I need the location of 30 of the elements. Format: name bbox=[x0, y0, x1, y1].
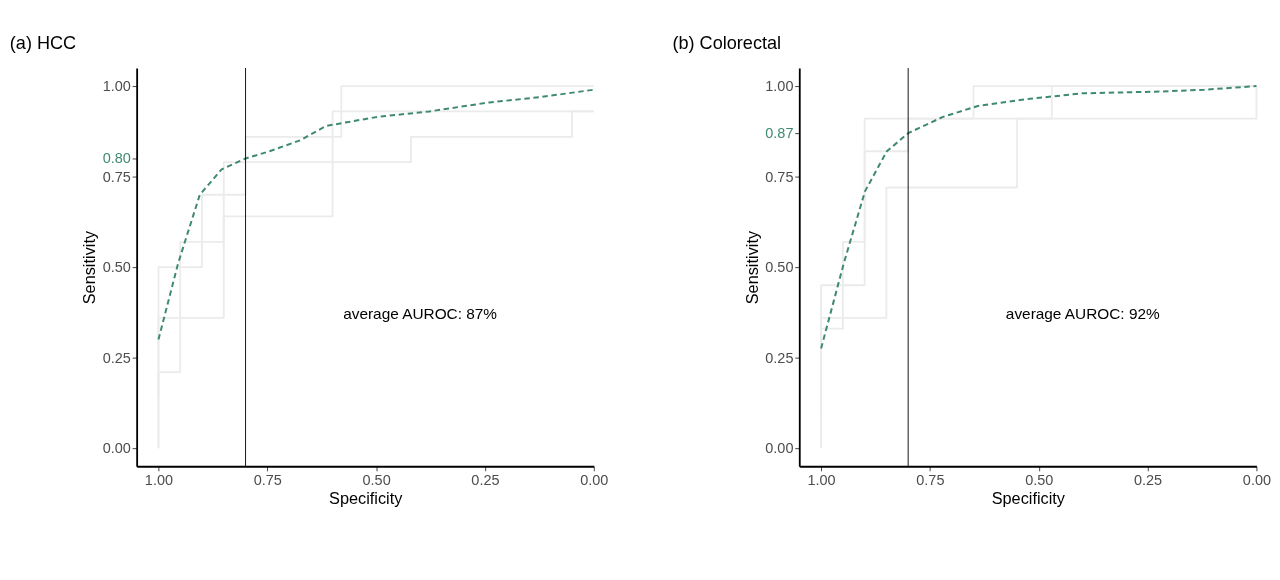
x-tick-label: 0.50 bbox=[362, 471, 391, 488]
y-tick-label: 0.50 bbox=[765, 259, 794, 276]
y-tick-label: 0.75 bbox=[765, 168, 794, 185]
y-tick-label: 0.00 bbox=[102, 440, 131, 457]
y-tick-label: 0.75 bbox=[102, 168, 131, 185]
y-tick-label: 0.50 bbox=[102, 259, 131, 276]
x-axis-title: Specificity bbox=[329, 488, 404, 507]
y-tick-label: 0.00 bbox=[765, 440, 794, 457]
x-tick-label: 0.50 bbox=[1025, 471, 1054, 488]
annotation: average AUROC: 92% bbox=[1005, 305, 1160, 323]
x-tick-label: 0.25 bbox=[471, 471, 500, 488]
y-tick-label: 0.25 bbox=[102, 349, 131, 366]
y-axis-title: Sensitivity bbox=[80, 230, 99, 305]
x-axis-title: Specificity bbox=[991, 488, 1066, 507]
y-tick-label: 1.00 bbox=[765, 78, 794, 95]
chart-title: (a) HCC bbox=[9, 33, 77, 54]
y-tick-label: 0.25 bbox=[765, 349, 794, 366]
chart-title: (b) Colorectal bbox=[672, 33, 782, 54]
x-tick-label: 0.00 bbox=[580, 471, 609, 488]
x-tick-label: 0.25 bbox=[1133, 471, 1163, 488]
x-tick-label: 1.00 bbox=[144, 471, 173, 488]
x-tick-label: 0.75 bbox=[916, 471, 945, 488]
y-tick-label: 0.87 bbox=[765, 125, 794, 142]
x-tick-label: 0.75 bbox=[253, 471, 282, 488]
y-tick-label: 0.80 bbox=[102, 150, 131, 167]
annotation: average AUROC: 87% bbox=[343, 305, 498, 323]
x-tick-label: 1.00 bbox=[807, 471, 836, 488]
y-tick-label: 1.00 bbox=[102, 78, 131, 95]
y-axis-title: Sensitivity bbox=[743, 230, 762, 305]
x-tick-label: 0.00 bbox=[1242, 471, 1271, 488]
